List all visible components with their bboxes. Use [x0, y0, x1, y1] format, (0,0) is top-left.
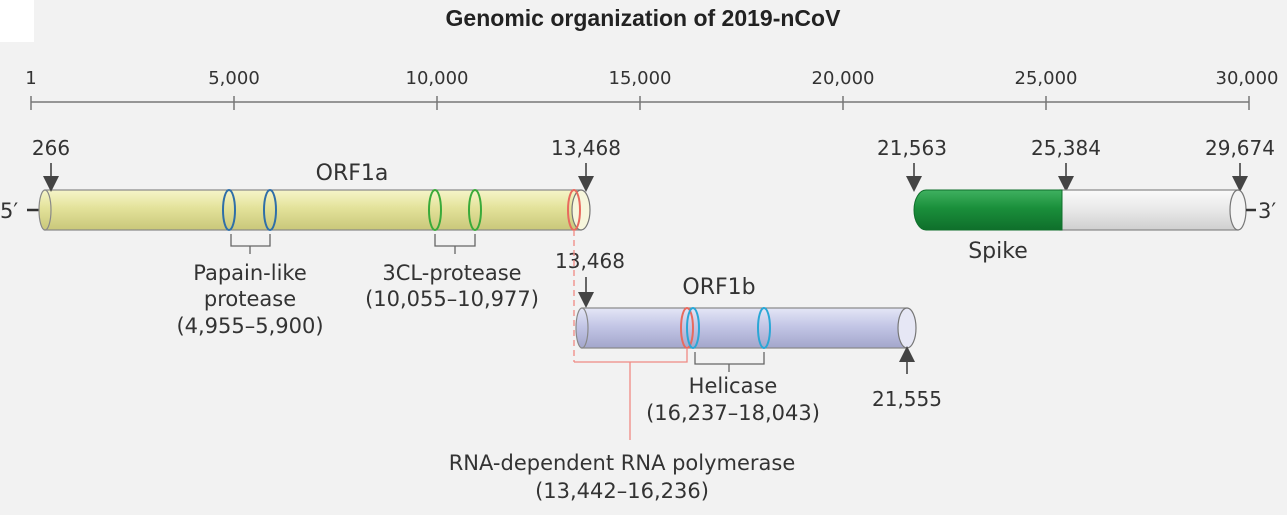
- orf1b-label: ORF1b: [682, 275, 755, 300]
- helicase-ring-end: [757, 307, 771, 349]
- axis-tick-label: 10,000: [406, 68, 469, 89]
- helicase-ring-start: [686, 307, 700, 349]
- orf1b-left-cap: [575, 307, 589, 349]
- spike-label: Spike: [968, 239, 1028, 264]
- axis-tick-label: 15,000: [609, 68, 672, 89]
- helicase-range: (16,237–18,043): [646, 401, 820, 425]
- orf1a-left-cap: [38, 189, 52, 231]
- papain-label-line2: protease: [204, 287, 296, 311]
- five-prime-label: 5′: [0, 199, 18, 223]
- cl3-bracket: [434, 234, 476, 254]
- helicase-bracket: [694, 352, 765, 372]
- orf1a-cylinder: [38, 189, 591, 231]
- genome-axis: 1 5,000 10,000 15,000 20,000 25,000 30,0…: [25, 68, 1278, 110]
- orf1a-body: [44, 189, 582, 231]
- papain-ring-start: [222, 189, 236, 231]
- cl3-range: (10,055–10,977): [365, 287, 539, 311]
- axis-tick-label: 5,000: [208, 68, 260, 89]
- axis-tick-label: 25,000: [1015, 68, 1078, 89]
- orf1a-start-position: 266: [32, 136, 70, 160]
- cl3-ring-end: [468, 189, 482, 231]
- orf1b-body: [581, 307, 908, 349]
- orf1b-end-position: 21,555: [872, 387, 942, 411]
- genome-end-position: 29,674: [1205, 136, 1275, 160]
- axis-tick-label: 30,000: [1216, 68, 1279, 89]
- spike-body: [913, 189, 1063, 231]
- spike-end-position: 25,384: [1031, 136, 1101, 160]
- axis-tick-label: 20,000: [812, 68, 875, 89]
- orf1b-right-cap: [897, 307, 917, 349]
- diagram-title: Genomic organization of 2019-nCoV: [446, 5, 842, 31]
- papain-bracket: [230, 234, 271, 254]
- rdrp-connector: [573, 230, 688, 440]
- cl3-ring-start: [428, 189, 442, 231]
- orf1b-start-position: 13,468: [555, 249, 625, 273]
- structural-region-cap: [1229, 189, 1247, 231]
- helicase-label: Helicase: [689, 374, 778, 398]
- rdrp-bracket: [574, 348, 688, 440]
- orf1a-end-position: 13,468: [551, 136, 621, 160]
- rdrp-label: RNA-dependent RNA polymerase: [449, 451, 796, 475]
- papain-range: (4,955–5,900): [176, 314, 323, 338]
- papain-ring-end: [263, 189, 277, 231]
- spike-start-position: 21,563: [877, 136, 947, 160]
- cl3-label: 3CL-protease: [382, 261, 521, 285]
- rdrp-range: (13,442–16,236): [535, 479, 709, 503]
- orf1b-cylinder: [575, 307, 917, 349]
- three-prime-label: 3′: [1258, 199, 1276, 223]
- papain-label-line1: Papain-like: [193, 261, 307, 285]
- structural-region-body: [1059, 189, 1239, 231]
- orf1a-label: ORF1a: [316, 161, 389, 186]
- axis-tick-label: 1: [25, 68, 36, 89]
- spike-cylinder: [913, 189, 1247, 231]
- corner-patch: [0, 0, 34, 42]
